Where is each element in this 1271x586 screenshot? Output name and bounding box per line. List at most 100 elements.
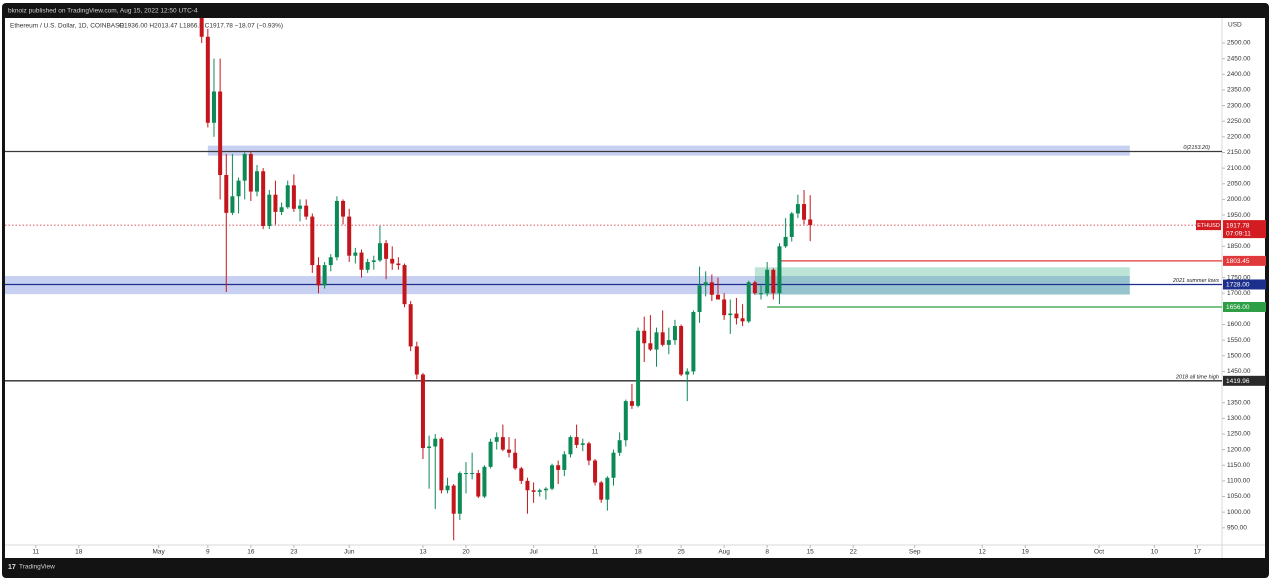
y-tick-label: 1300.00 <box>1227 415 1251 422</box>
candle-body <box>267 194 272 226</box>
candle-body <box>525 480 530 491</box>
candle-body <box>494 437 499 442</box>
candle-body <box>605 477 610 500</box>
plot <box>5 18 1222 541</box>
candle-body <box>304 205 309 217</box>
candle-body <box>377 243 382 261</box>
candle-body <box>322 265 327 286</box>
candle-body <box>734 313 739 319</box>
candle-body <box>298 205 303 209</box>
y-axis-label: USD <box>1228 22 1242 29</box>
candle-body <box>211 91 216 123</box>
y-tick-label: 1050.00 <box>1227 493 1251 500</box>
candle-body <box>242 154 247 181</box>
chart-title: Ethereum / U.S. Dollar, 1D, COINBASE <box>10 23 124 30</box>
footer-logo: 17 <box>8 564 16 571</box>
y-tick-label: 1150.00 <box>1227 462 1250 469</box>
y-tick-label: 1250.00 <box>1227 431 1251 438</box>
y-tick-label: 1750.00 <box>1227 274 1251 281</box>
candle-body <box>654 332 659 350</box>
y-tick-label: 2250.00 <box>1227 118 1251 125</box>
overlay: 2500.00 2450.00 2400.00 2350.00 2300.00 2250.… <box>32 40 1266 556</box>
x-tick-label: Sep <box>909 549 921 556</box>
candle-body <box>715 294 720 300</box>
y-tick-label: 950.00 <box>1227 525 1247 532</box>
candle-body <box>396 263 401 266</box>
zone <box>207 145 1130 156</box>
x-tick-label: Aug <box>718 549 730 556</box>
x-tick-label: 22 <box>850 549 858 556</box>
candle-body <box>629 401 634 406</box>
candle-body <box>771 269 776 294</box>
candle-body <box>599 482 604 500</box>
candle-body <box>740 318 745 322</box>
candle-body <box>679 326 684 375</box>
candle-body <box>488 441 493 467</box>
candle-body <box>359 252 364 270</box>
candle-body <box>802 204 807 220</box>
candle-body <box>347 216 352 256</box>
symbol-tag-label: ETHUSD <box>1197 223 1220 229</box>
candle-body <box>482 466 487 497</box>
candle-body <box>611 452 616 478</box>
candle-body <box>470 473 475 475</box>
y-tick-label: 1500.00 <box>1227 352 1251 359</box>
candle-body <box>248 154 253 192</box>
x-tick-label: 11 <box>32 549 39 556</box>
y-tick-label: 1450.00 <box>1227 368 1251 375</box>
y-tick-label: 2150.00 <box>1227 149 1251 156</box>
candle-body <box>550 465 555 489</box>
level-note: 0(2153.20) <box>1183 145 1210 151</box>
x-tick-label: 16 <box>247 549 255 556</box>
candle-body <box>672 326 677 341</box>
candle-body <box>513 452 518 469</box>
last-price-label: 1917.78 <box>1226 222 1250 229</box>
candle-body <box>765 269 770 294</box>
x-tick-label: 18 <box>75 549 83 556</box>
candle-body <box>451 485 456 514</box>
candle-body <box>617 440 622 453</box>
candle-body <box>808 219 813 226</box>
price-tag-label: 1419.96 <box>1226 378 1250 385</box>
candle-body <box>574 437 579 445</box>
candle-body <box>365 261 370 270</box>
candle-body <box>334 200 339 258</box>
price-tag <box>1223 375 1266 386</box>
candle-body <box>543 488 548 491</box>
candle-body <box>795 204 800 214</box>
x-tick-label: May <box>153 549 166 556</box>
candle-body <box>783 236 788 247</box>
y-tick-label: 2450.00 <box>1227 55 1251 62</box>
candle-body <box>728 313 733 316</box>
x-tick-label: Jul <box>529 549 538 556</box>
candle-body <box>746 282 751 322</box>
price-tag <box>1223 279 1266 290</box>
candle-body <box>328 257 333 266</box>
y-tick-label: 1600.00 <box>1227 321 1251 328</box>
candle-body <box>660 332 665 345</box>
x-tick-label: 23 <box>290 549 298 556</box>
candle-body <box>500 437 505 450</box>
candle-body <box>316 265 321 286</box>
candle-body <box>433 438 438 447</box>
y-tick-label: 1550.00 <box>1227 337 1251 344</box>
candle-body <box>623 401 628 441</box>
footer-text: TradingView <box>19 564 55 571</box>
candle-body <box>236 180 241 197</box>
candle-body <box>556 465 561 470</box>
candle-body <box>537 490 542 492</box>
y-tick-label: 1950.00 <box>1227 212 1251 219</box>
y-tick-label: 2200.00 <box>1227 134 1251 141</box>
y-tick-label: 2050.00 <box>1227 180 1251 187</box>
x-tick-label: 18 <box>634 549 642 556</box>
candle-body <box>580 443 585 445</box>
y-tick-label: 2100.00 <box>1227 165 1251 172</box>
candle-body <box>390 258 395 264</box>
candle-body <box>697 285 702 312</box>
x-tick-label: 8 <box>765 549 769 556</box>
y-tick-label: 1350.00 <box>1227 399 1251 406</box>
price-tag-label: 1656.00 <box>1226 304 1250 311</box>
candle-body <box>261 171 266 226</box>
price-tag <box>1223 301 1266 312</box>
